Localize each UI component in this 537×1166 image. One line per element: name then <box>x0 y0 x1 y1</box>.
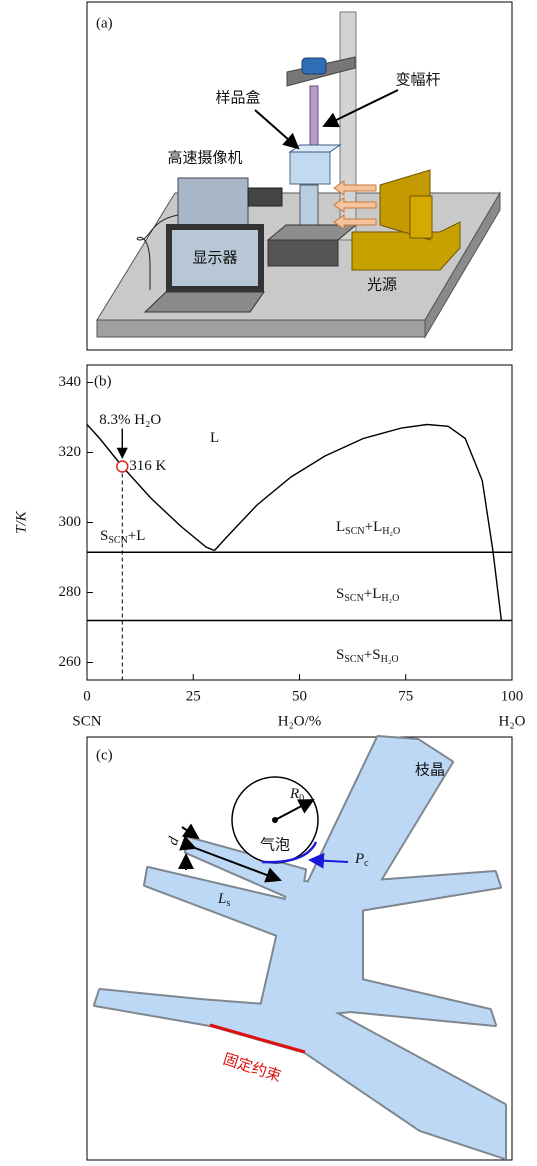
table-front <box>96 319 426 338</box>
region-part: SCN <box>108 535 127 546</box>
shape <box>95 990 505 1158</box>
label: 显示器 <box>192 249 237 267</box>
table-side <box>424 191 501 339</box>
panel-b: (b) 260 280 300 320 340 0 25 50 75 100 T/K H₂O/% SCN H… <box>13 364 526 729</box>
spacing-label: Ls <box>217 891 230 909</box>
pointer <box>254 109 300 150</box>
y-tick-label: 280 <box>59 584 82 600</box>
light-arrow <box>333 197 377 213</box>
transducer <box>301 57 327 75</box>
curve <box>213 423 503 621</box>
subscript: 0 <box>299 793 304 804</box>
region-label: L <box>210 430 219 446</box>
region-part: S <box>100 528 108 544</box>
pointer <box>322 89 399 128</box>
light-arrow <box>333 180 377 196</box>
region-label: SSCN+SH₂O <box>336 647 399 665</box>
y-axis-label: T/K <box>13 510 29 534</box>
cable <box>136 214 179 290</box>
x-tick-label: 100 <box>501 688 524 704</box>
region-part: SCN <box>345 526 364 537</box>
x-tick-label: 50 <box>292 688 307 704</box>
panel-label: (b) <box>94 373 112 389</box>
bubble-label: 气泡 <box>260 836 290 854</box>
region-part: H₂O <box>382 526 400 537</box>
curve <box>86 424 215 552</box>
label: 样品盒 <box>215 89 260 107</box>
y-tick-label: 300 <box>59 514 82 530</box>
subscript: c <box>364 858 369 869</box>
region-label: SSCN+L <box>100 528 145 546</box>
region-part: L <box>210 430 219 446</box>
dendrite-label: 枝晶 <box>415 761 445 779</box>
region-part: L <box>336 519 345 535</box>
camera <box>177 177 249 229</box>
region-label: LSCN+LH₂O <box>336 519 400 537</box>
radius-arrow <box>274 799 315 821</box>
x-axis-label: H₂O/% <box>278 713 322 729</box>
light-arrows <box>333 180 377 230</box>
y-tick-label: 340 <box>59 374 82 390</box>
marker <box>116 460 129 473</box>
pressure-label: Pc <box>354 851 369 869</box>
region-part: H₂O <box>381 654 399 665</box>
pressure-arrow <box>308 852 349 869</box>
region-part: S <box>336 647 344 663</box>
y-tick-label: 320 <box>59 444 82 460</box>
region-part: +S <box>364 647 381 663</box>
light-body <box>409 195 433 239</box>
monitor-screen <box>172 230 258 286</box>
panel-label: (a) <box>96 15 113 31</box>
radius-label: R0 <box>289 786 304 804</box>
horn-rod <box>309 85 319 153</box>
region-part: SCN <box>344 654 363 665</box>
shape <box>300 737 452 930</box>
x-end-label: SCN <box>72 713 101 729</box>
annotation: 8.3% H₂O <box>99 412 161 428</box>
label: 高速摄像机 <box>167 149 242 167</box>
base <box>267 239 339 267</box>
shape <box>340 975 495 1025</box>
panel-label: (c) <box>96 747 113 763</box>
spacing-arrow <box>179 835 282 883</box>
region-part: SCN <box>344 593 363 604</box>
light-base <box>351 221 461 271</box>
constraint-line <box>209 1023 306 1054</box>
label: 光源 <box>367 276 397 294</box>
symbol: R <box>289 786 299 802</box>
region-part: +L <box>364 586 382 602</box>
symbol: P <box>354 851 364 867</box>
x-tick-label: 75 <box>398 688 413 704</box>
sample-box <box>289 151 331 185</box>
camera-lens <box>247 187 283 207</box>
region-label: SSCN+LH₂O <box>336 586 399 604</box>
x-tick-label: 25 <box>186 688 201 704</box>
region-part: H₂O <box>381 593 399 604</box>
symbol: L <box>217 891 226 907</box>
region-part: S <box>336 586 344 602</box>
y-tick-label: 260 <box>59 654 82 670</box>
x-end-label: H₂O <box>499 713 526 729</box>
label: 变幅杆 <box>395 71 440 89</box>
keyboard <box>143 291 265 313</box>
light-arrow <box>333 214 377 230</box>
region-part: +L <box>365 519 383 535</box>
region-part: +L <box>128 528 146 544</box>
x-tick-label: 0 <box>83 688 91 704</box>
panel-a: (a) 变幅杆 样品盒 高速摄像机 显示器 光源 <box>86 1 513 351</box>
annotation: 316 K <box>129 458 166 474</box>
shape <box>145 868 285 938</box>
shape <box>360 872 500 910</box>
subscript: s <box>226 898 230 909</box>
panel-c: (c) R0 气泡 d Ls Pc 枝晶 固定约束 <box>86 735 513 1161</box>
